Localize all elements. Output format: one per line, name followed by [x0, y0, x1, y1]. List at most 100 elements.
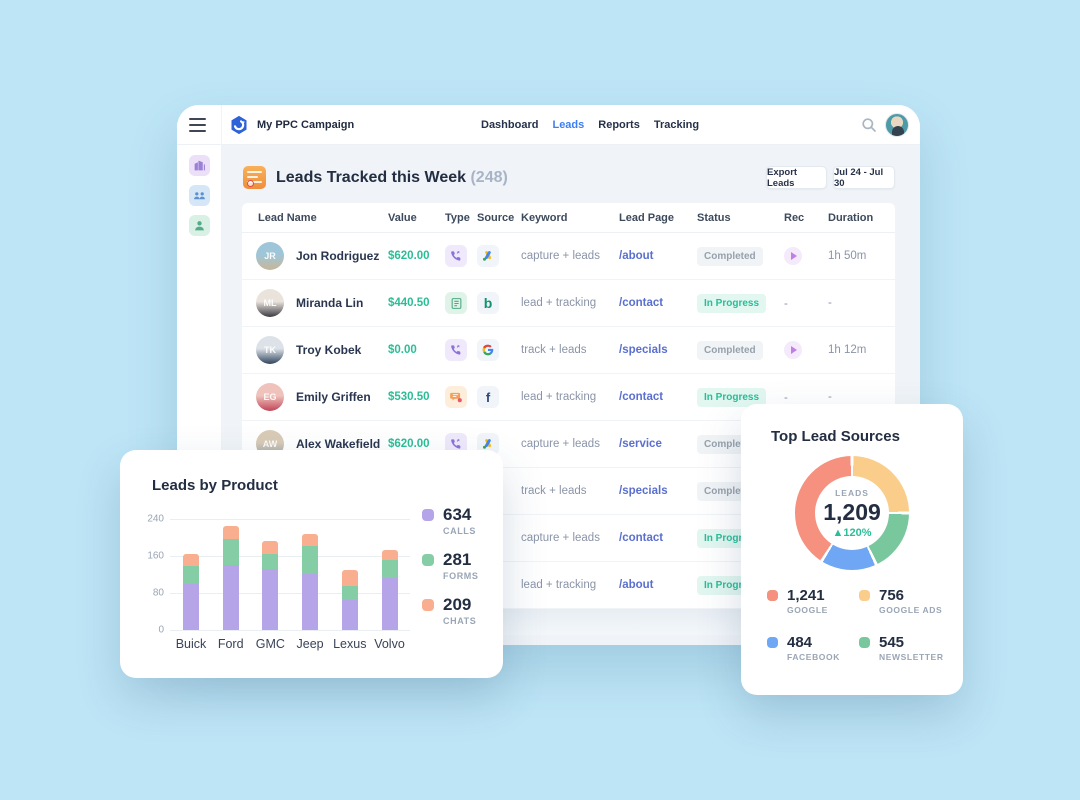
- y-axis-tick: 160: [147, 550, 164, 562]
- user-avatar[interactable]: [885, 113, 909, 137]
- rec-cell: -: [784, 298, 788, 310]
- call-type-icon: [445, 433, 477, 455]
- nav-item-dashboard[interactable]: Dashboard: [481, 119, 539, 131]
- bar-segment-chats: [341, 569, 358, 586]
- legend-value: 545: [879, 634, 905, 651]
- export-leads-button[interactable]: Export Leads: [766, 166, 827, 189]
- play-recording-button[interactable]: [784, 247, 802, 265]
- column-header: Rec: [784, 211, 805, 224]
- lead-page-link[interactable]: /specials: [619, 485, 668, 497]
- lead-page-link[interactable]: /about: [619, 250, 654, 262]
- bar-segment-forms: [302, 545, 319, 574]
- status-badge: Completed: [697, 247, 763, 266]
- table-row[interactable]: TK Troy Kobek $0.00 track + leads/specials C…: [242, 327, 895, 374]
- lead-name: Troy Kobek: [296, 343, 362, 357]
- status-cell: Completed: [697, 340, 784, 360]
- nav-item-reports[interactable]: Reports: [598, 119, 640, 131]
- table-row[interactable]: JR Jon Rodriguez $620.00 capture + leads/ab…: [242, 233, 895, 280]
- lead-page-link[interactable]: /specials: [619, 344, 668, 356]
- legend-dot: [422, 554, 434, 566]
- lead-page-link[interactable]: /service: [619, 438, 662, 450]
- legend-dot: [859, 590, 870, 601]
- lead-name-cell: JR Jon Rodriguez: [242, 242, 388, 270]
- gridline: [170, 519, 410, 520]
- sidebar-item-building-icon[interactable]: [189, 155, 210, 176]
- column-header: Duration: [828, 211, 874, 224]
- lead-keyword: track + leads: [521, 344, 587, 356]
- lead-value: $620.00: [388, 438, 430, 450]
- lead-value: $440.50: [388, 297, 430, 309]
- legend-entry-google: 1,241 GOOGLE: [767, 588, 859, 635]
- legend-value: 281: [443, 550, 472, 569]
- gridline: [170, 630, 410, 631]
- bar-ford: [222, 525, 239, 630]
- duration-cell: -: [828, 297, 832, 309]
- search-icon[interactable]: [861, 117, 877, 133]
- rec-cell: [784, 247, 828, 265]
- lead-avatar: ML: [256, 289, 284, 317]
- leads-report-icon: [243, 166, 266, 189]
- lead-name: Miranda Lin: [296, 296, 364, 310]
- legend-entry-newsletter: 545 NEWSLETTER: [859, 635, 951, 682]
- status-cell: In Progress: [697, 293, 784, 313]
- sources-chart-title: Top Lead Sources: [771, 428, 900, 445]
- lead-name-cell: TK Troy Kobek: [242, 336, 388, 364]
- lead-page-link[interactable]: /contact: [619, 391, 664, 403]
- bar-buick: [183, 553, 199, 630]
- lead-keyword: lead + tracking: [521, 297, 597, 309]
- bing-source-icon: b: [477, 292, 521, 314]
- bar-volvo: [381, 549, 398, 630]
- nav-item-leads[interactable]: Leads: [552, 119, 585, 131]
- bar-segment-chats: [183, 553, 199, 566]
- status-badge: In Progress: [697, 294, 767, 313]
- hamburger-menu-icon[interactable]: [189, 118, 206, 132]
- app-title: My PPC Campaign: [257, 119, 355, 131]
- lead-keyword: track + leads: [521, 485, 587, 497]
- legend-label: NEWSLETTER: [879, 652, 944, 662]
- lead-name-cell: ML Miranda Lin: [242, 289, 388, 317]
- lead-page-link[interactable]: /about: [619, 579, 654, 591]
- top-lead-sources-card: Top Lead Sources LEADS 1,209 ▲120% 1,241…: [741, 404, 963, 695]
- donut-center-value: 1,209: [823, 498, 881, 525]
- bar-segment-calls: [302, 573, 319, 630]
- nav-item-tracking[interactable]: Tracking: [653, 119, 700, 131]
- date-range-button[interactable]: Jul 24 - Jul 30: [833, 166, 895, 189]
- column-header: Lead Name: [258, 211, 317, 224]
- status-badge: Completed: [697, 341, 763, 360]
- lead-avatar: EG: [256, 383, 284, 411]
- header-divider: [221, 105, 222, 145]
- legend-value: 484: [787, 634, 813, 651]
- sources-donut-chart: LEADS 1,209 ▲120%: [795, 456, 909, 570]
- facebook-source-icon: f: [477, 386, 521, 408]
- status-badge: In Progress: [697, 388, 767, 407]
- lead-avatar: TK: [256, 336, 284, 364]
- donut-center: LEADS 1,209 ▲120%: [795, 456, 909, 570]
- legend-label: CHATS: [443, 616, 477, 626]
- y-axis-tick: 0: [158, 624, 164, 636]
- chat-type-icon: [445, 386, 477, 408]
- gridline: [170, 556, 410, 557]
- lead-keyword: capture + leads: [521, 438, 600, 450]
- sidebar-item-team-icon[interactable]: [189, 185, 210, 206]
- lead-keyword: lead + tracking: [521, 579, 597, 591]
- legend-label: GOOGLE ADS: [879, 605, 943, 615]
- lead-name-cell: AW Alex Wakefield: [242, 430, 388, 458]
- lead-value: $530.50: [388, 391, 430, 403]
- lead-keyword: lead + tracking: [521, 391, 597, 403]
- table-header-row: Lead Name Value Type Source Keyword Lead Page…: [242, 203, 895, 233]
- column-header: Source: [477, 211, 515, 224]
- call-type-icon: [445, 245, 477, 267]
- legend-dot: [767, 637, 778, 648]
- play-recording-button[interactable]: [784, 341, 802, 359]
- y-axis-tick: 240: [147, 513, 164, 525]
- product-chart-legend: 634 CALLS 281 FORMS 209 CHATS: [422, 506, 479, 626]
- sidebar-item-contact-icon[interactable]: [189, 215, 210, 236]
- lead-name: Emily Griffen: [296, 390, 371, 404]
- bar-segment-calls: [183, 583, 199, 630]
- table-row[interactable]: ML Miranda Lin $440.50 b lead + tracking/con…: [242, 280, 895, 327]
- google-ads-source-icon: [477, 433, 521, 455]
- lead-page-link[interactable]: /contact: [619, 532, 664, 544]
- lead-page-link[interactable]: /contact: [619, 297, 664, 309]
- duration-cell: 1h 50m: [828, 250, 867, 262]
- bar-segment-chats: [262, 541, 279, 554]
